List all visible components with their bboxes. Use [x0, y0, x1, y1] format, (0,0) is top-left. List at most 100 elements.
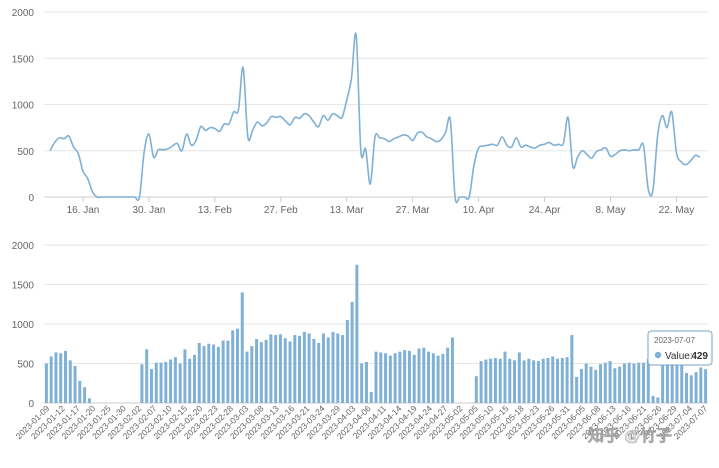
bar[interactable]	[192, 354, 196, 403]
bar[interactable]	[49, 356, 53, 403]
bar[interactable]	[240, 292, 244, 403]
bar[interactable]	[288, 341, 292, 403]
bar[interactable]	[685, 372, 688, 403]
bar[interactable]	[226, 340, 230, 403]
bar[interactable]	[422, 347, 426, 403]
bar[interactable]	[207, 343, 211, 403]
bar[interactable]	[360, 363, 364, 404]
bar[interactable]	[384, 353, 388, 403]
bar[interactable]	[532, 360, 536, 403]
bar[interactable]	[154, 362, 158, 403]
bar[interactable]	[527, 358, 531, 403]
bar[interactable]	[651, 395, 655, 403]
bar[interactable]	[169, 359, 173, 403]
bar[interactable]	[498, 358, 502, 403]
bar[interactable]	[493, 357, 497, 403]
bar[interactable]	[608, 361, 612, 403]
bar[interactable]	[379, 352, 383, 403]
bar[interactable]	[689, 375, 693, 403]
bar[interactable]	[307, 333, 311, 403]
bar[interactable]	[522, 360, 526, 403]
bar[interactable]	[145, 349, 149, 403]
bar[interactable]	[159, 362, 163, 403]
bar[interactable]	[345, 320, 349, 403]
bar[interactable]	[173, 357, 177, 403]
bar[interactable]	[259, 342, 263, 403]
bar[interactable]	[264, 339, 268, 403]
bar[interactable]	[517, 352, 521, 403]
bar[interactable]	[570, 335, 574, 403]
bar[interactable]	[188, 358, 192, 403]
bar[interactable]	[661, 350, 665, 403]
bar[interactable]	[546, 357, 550, 403]
bar[interactable]	[178, 363, 182, 404]
bar[interactable]	[336, 333, 340, 403]
bar[interactable]	[331, 331, 335, 403]
bar[interactable]	[431, 353, 435, 403]
bar[interactable]	[68, 360, 72, 403]
bar[interactable]	[618, 366, 622, 403]
bar[interactable]	[255, 339, 259, 403]
bar[interactable]	[427, 351, 431, 403]
bar[interactable]	[441, 354, 445, 403]
bar[interactable]	[216, 346, 220, 403]
bar[interactable]	[202, 346, 206, 403]
bar[interactable]	[374, 351, 378, 403]
bar[interactable]	[584, 363, 588, 404]
bar[interactable]	[369, 391, 373, 403]
bar[interactable]	[508, 358, 512, 403]
bar[interactable]	[326, 337, 330, 403]
bar[interactable]	[479, 361, 483, 403]
bar[interactable]	[274, 335, 278, 403]
bar[interactable]	[565, 357, 569, 403]
bar[interactable]	[551, 356, 555, 403]
bar[interactable]	[293, 335, 297, 403]
bar[interactable]	[665, 333, 669, 403]
bar[interactable]	[321, 333, 325, 403]
bar[interactable]	[446, 347, 450, 403]
bar[interactable]	[44, 363, 48, 404]
bar[interactable]	[599, 364, 603, 403]
bar[interactable]	[388, 355, 392, 403]
bar[interactable]	[83, 387, 87, 403]
bar[interactable]	[78, 380, 82, 403]
bar[interactable]	[212, 344, 216, 403]
bar[interactable]	[704, 369, 708, 403]
bar[interactable]	[350, 301, 354, 403]
bar[interactable]	[283, 338, 287, 403]
bar[interactable]	[513, 360, 517, 403]
bar[interactable]	[627, 362, 631, 403]
bar[interactable]	[436, 355, 440, 403]
bar[interactable]	[656, 397, 660, 403]
bar[interactable]	[73, 365, 77, 403]
bar[interactable]	[589, 366, 593, 403]
bar[interactable]	[87, 398, 91, 403]
bar[interactable]	[450, 337, 454, 403]
bar[interactable]	[364, 361, 368, 403]
bar[interactable]	[245, 351, 249, 403]
bar[interactable]	[670, 343, 674, 403]
bar[interactable]	[560, 357, 564, 403]
bar[interactable]	[269, 334, 273, 403]
bar[interactable]	[675, 330, 679, 403]
bar[interactable]	[183, 349, 187, 403]
bar[interactable]	[637, 362, 641, 403]
bar[interactable]	[164, 361, 168, 403]
bar[interactable]	[317, 342, 321, 403]
bar[interactable]	[312, 339, 316, 403]
bar[interactable]	[302, 331, 306, 403]
bar[interactable]	[484, 359, 488, 403]
bar[interactable]	[594, 369, 598, 403]
bar[interactable]	[298, 335, 302, 403]
bar[interactable]	[355, 264, 359, 403]
bar[interactable]	[575, 376, 579, 403]
bar[interactable]	[579, 369, 583, 403]
bar[interactable]	[541, 358, 545, 403]
bar[interactable]	[489, 358, 493, 403]
bar[interactable]	[59, 353, 63, 403]
bar[interactable]	[642, 362, 645, 403]
bar[interactable]	[613, 368, 617, 403]
bar[interactable]	[556, 358, 560, 403]
bar[interactable]	[341, 335, 345, 403]
bar[interactable]	[278, 334, 282, 403]
